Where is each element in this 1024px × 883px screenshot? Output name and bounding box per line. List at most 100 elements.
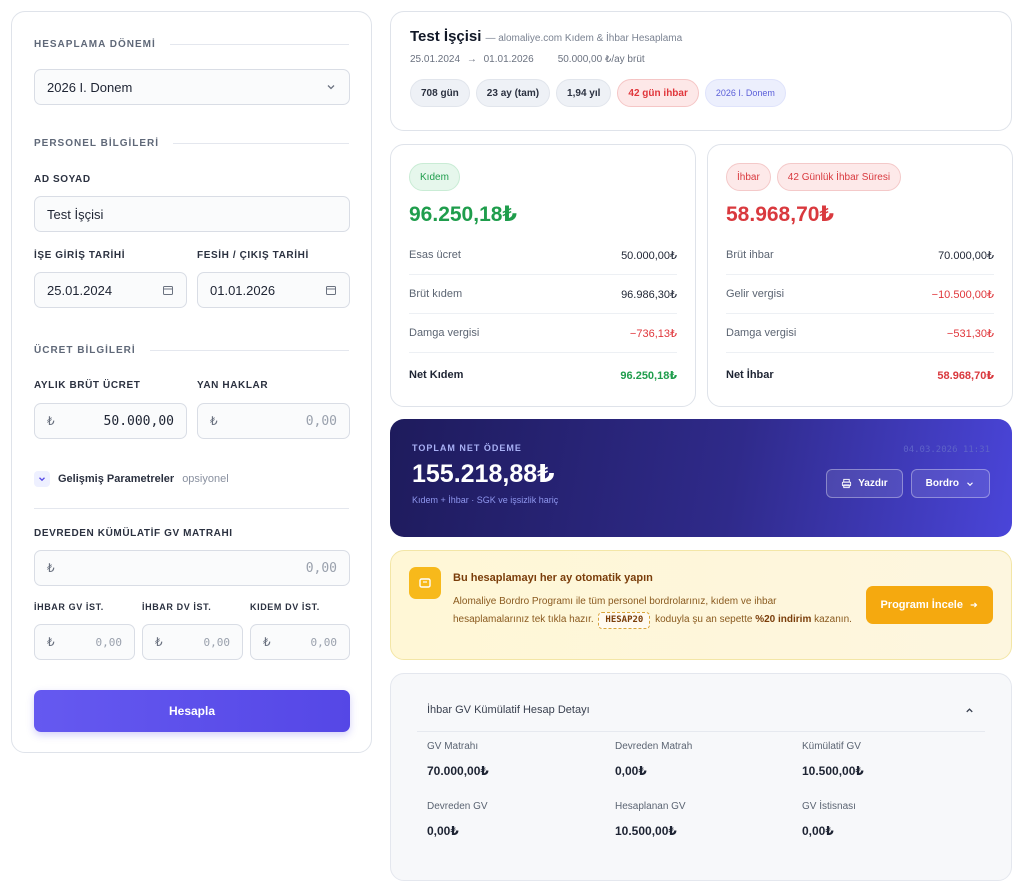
ihbar-dv-exemption-input[interactable]: ₺ 0,00 (142, 624, 243, 660)
kidem-dv-exemption-input[interactable]: ₺ 0,00 (250, 624, 350, 660)
gross-wage-value: 50.000,00 (103, 413, 174, 429)
table-row: Brüt kıdem 96.986,30₺ (409, 275, 677, 314)
net-notice-row: Net İhbar 58.968,70₺ (726, 353, 994, 397)
period-select-value: 2026 I. Donem (47, 79, 133, 95)
end-date-input[interactable]: 01.01.2026 (197, 272, 350, 308)
detail-item: Kümülatif GV 10.500,00₺ (802, 741, 864, 778)
gross-wage-input[interactable]: ₺ 50.000,00 (34, 403, 187, 439)
severance-badge: Kıdem (409, 163, 460, 191)
detail-label: Devreden GV (427, 801, 488, 812)
table-row: Gelir vergisi −10.500,00₺ (726, 275, 994, 314)
total-label: TOPLAM NET ÖDEME (412, 443, 522, 453)
lira-icon: ₺ (263, 635, 271, 649)
advanced-params-optional: opsiyonel (182, 473, 229, 485)
net-severance-row: Net Kıdem 96.250,18₺ (409, 353, 677, 397)
payroll-button-label: Bordro (925, 478, 959, 489)
payroll-dropdown-button[interactable]: Bordro (910, 469, 990, 498)
kidem-dv-exemption-label: KIDEM DV İST. (250, 602, 320, 612)
employee-name: Test İşçisi (410, 28, 482, 45)
chip-years: 1,94 yıl (556, 79, 612, 107)
section-wage: ÜCRET BİLGİLERİ (34, 345, 349, 356)
promo-code: HESAP20 (598, 612, 651, 629)
name-input-value: Test İşçisi (47, 206, 104, 222)
row-label: Brüt ihbar (726, 249, 774, 261)
gv-detail-title: İhbar GV Kümülatif Hesap Detayı (427, 704, 590, 716)
net-notice-label: Net İhbar (726, 369, 774, 381)
severance-total: 96.250,18₺ (409, 203, 518, 226)
detail-label: GV Matrahı (427, 741, 479, 752)
name-input[interactable]: Test İşçisi (34, 196, 350, 232)
detail-label: Hesaplanan GV (615, 801, 686, 812)
gross-wage-label: AYLIK BRÜT ÜCRET (34, 380, 141, 391)
row-label: Esas ücret (409, 249, 461, 261)
section-period-title: HESAPLAMA DÖNEMİ (34, 39, 156, 50)
chip-notice-days: 42 gün ihbar (617, 79, 699, 107)
print-button[interactable]: Yazdır (826, 469, 903, 498)
start-date-label: İŞE GİRİŞ TARİHİ (34, 250, 126, 261)
detail-label: Kümülatif GV (802, 741, 861, 752)
net-severance-value: 96.250,18₺ (620, 369, 677, 382)
lira-icon: ₺ (210, 414, 218, 428)
calendar-icon[interactable] (162, 284, 174, 296)
gv-detail-toggle[interactable]: İhbar GV Kümülatif Hesap Detayı (427, 704, 975, 716)
row-label: Gelir vergisi (726, 288, 785, 300)
table-row: Esas ücret 50.000,00₺ (409, 236, 677, 275)
side-benefits-input[interactable]: ₺ 0,00 (197, 403, 350, 439)
section-period: HESAPLAMA DÖNEMİ (34, 39, 349, 50)
calculate-button[interactable]: Hesapla (34, 690, 350, 732)
chip-days: 708 gün (410, 79, 470, 107)
lira-icon: ₺ (47, 561, 55, 575)
lira-icon: ₺ (47, 635, 55, 649)
divider (173, 143, 349, 144)
name-label: AD SOYAD (34, 174, 91, 185)
cumulative-gv-input[interactable]: ₺ 0,00 (34, 550, 350, 586)
total-payment-card: TOPLAM NET ÖDEME 155.218,88₺ Kıdem + İhb… (390, 419, 1012, 537)
detail-item: GV İstisnası 0,00₺ (802, 801, 856, 838)
payroll-icon (409, 567, 441, 599)
divider (34, 508, 349, 509)
view-program-label: Programı İncele (880, 599, 963, 611)
total-amount: 155.218,88₺ (412, 460, 555, 488)
chevron-up-icon (966, 707, 973, 712)
notice-pay-card: İhbar 42 Günlük İhbar Süresi 58.968,70₺ … (707, 144, 1013, 407)
net-severance-label: Net Kıdem (409, 369, 464, 381)
row-value: 50.000,00₺ (621, 249, 677, 262)
severance-card: Kıdem 96.250,18₺ Esas ücret 50.000,00₺ B… (390, 144, 696, 407)
promo-title: Bu hesaplamayı her ay otomatik yapın (453, 572, 653, 584)
detail-item: Hesaplanan GV 10.500,00₺ (615, 801, 686, 838)
lira-icon: ₺ (47, 414, 55, 428)
date-from: 25.01.2024 (410, 54, 461, 65)
row-label: Damga vergisi (726, 327, 797, 339)
section-wage-title: ÜCRET BİLGİLERİ (34, 345, 136, 356)
ihbar-gv-exemption-value: 0,00 (95, 635, 123, 649)
detail-value: 0,00₺ (427, 824, 459, 838)
row-label: Brüt kıdem (409, 288, 463, 300)
side-benefits-value: 0,00 (305, 413, 337, 429)
start-date-value: 25.01.2024 (47, 282, 113, 298)
table-row: Damga vergisi −736,13₺ (409, 314, 677, 353)
divider (417, 731, 985, 732)
promo-banner: Bu hesaplamayı her ay otomatik yapın Alo… (390, 550, 1012, 660)
ihbar-gv-exemption-input[interactable]: ₺ 0,00 (34, 624, 135, 660)
start-date-input[interactable]: 25.01.2024 (34, 272, 187, 308)
detail-item: Devreden GV 0,00₺ (427, 801, 488, 838)
row-value: −531,30₺ (946, 327, 994, 340)
calendar-icon[interactable] (325, 284, 337, 296)
detail-value: 0,00₺ (615, 764, 647, 778)
net-notice-value: 58.968,70₺ (937, 369, 994, 382)
advanced-params-toggle[interactable]: Gelişmiş Parametreler opsiyonel (34, 471, 229, 487)
gv-detail-panel: İhbar GV Kümülatif Hesap Detayı GV Matra… (390, 673, 1012, 881)
notice-total: 58.968,70₺ (726, 203, 835, 226)
ihbar-gv-exemption-label: İHBAR GV İST. (34, 602, 104, 612)
row-label: Damga vergisi (409, 327, 480, 339)
view-program-button[interactable]: Programı İncele (866, 586, 993, 624)
ihbar-dv-exemption-label: İHBAR DV İST. (142, 602, 212, 612)
row-value: −10.500,00₺ (931, 288, 994, 301)
detail-item: GV Matrahı 70.000,00₺ (427, 741, 489, 778)
table-row: Damga vergisi −531,30₺ (726, 314, 994, 353)
print-button-label: Yazdır (858, 478, 888, 489)
chevron-down-icon (967, 481, 973, 486)
detail-label: Devreden Matrah (615, 741, 693, 752)
divider (169, 44, 349, 45)
period-select[interactable]: 2026 I. Donem (34, 69, 350, 105)
